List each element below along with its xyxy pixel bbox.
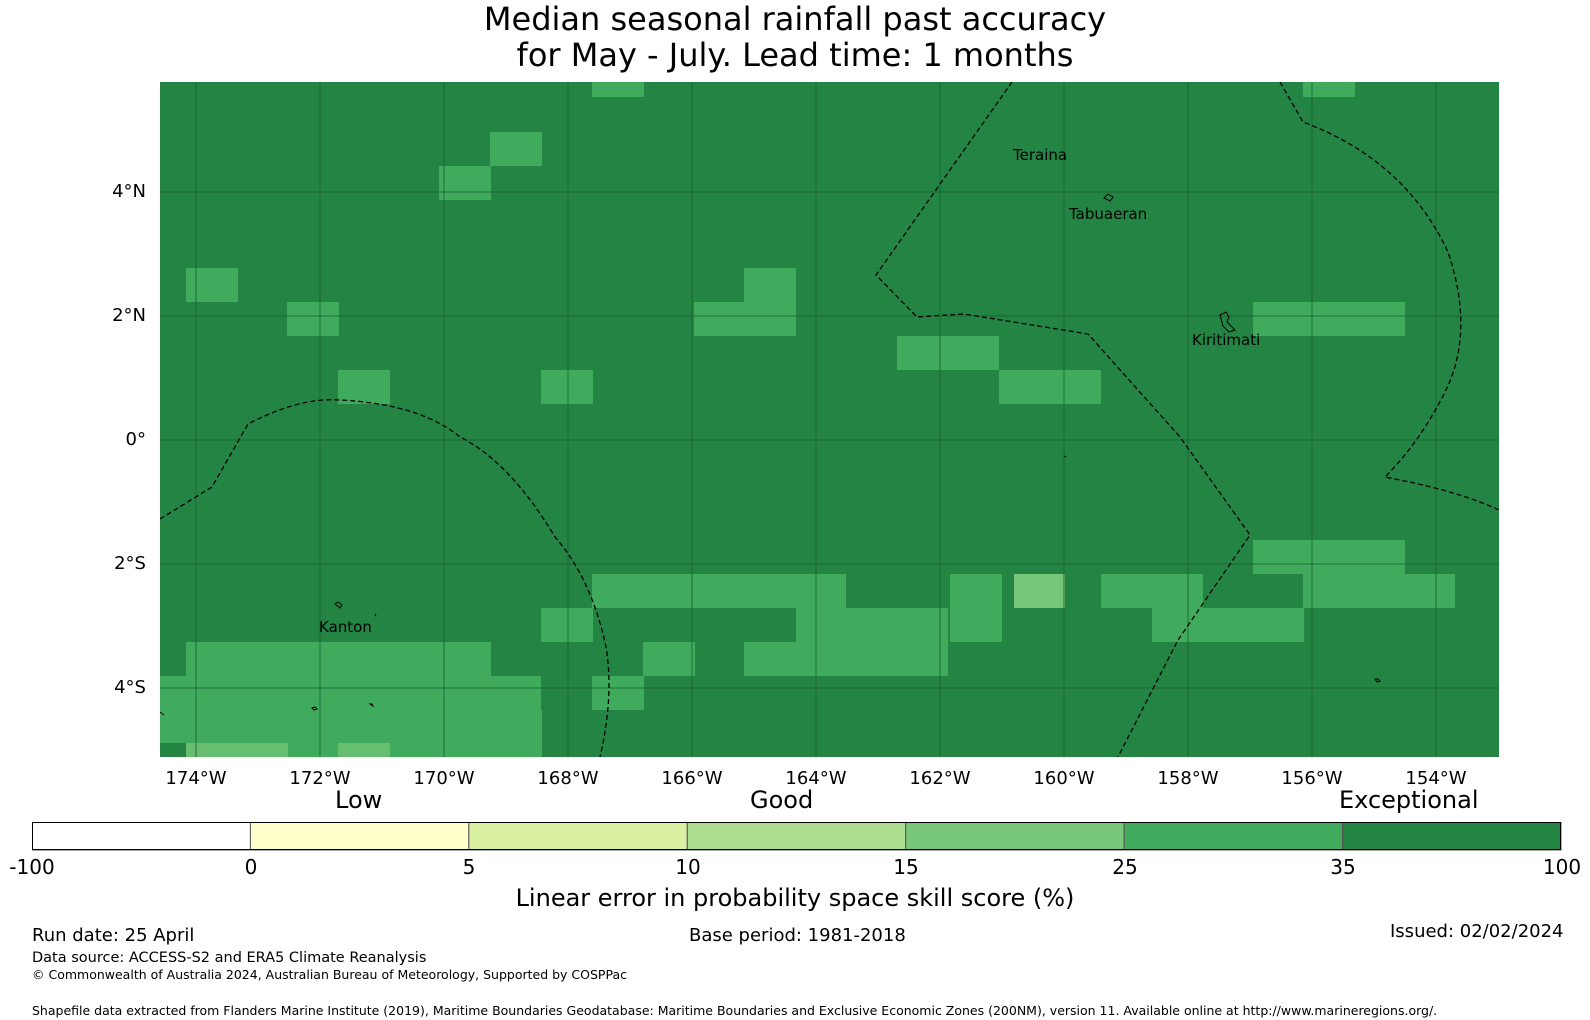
- map-title-line2: for May - July. Lead time: 1 months: [516, 36, 1074, 74]
- colorbar-segment: [905, 822, 1125, 851]
- map-gridlines: [160, 82, 1499, 757]
- legend-category-exceptional: Exceptional: [1339, 786, 1479, 814]
- skill-patch: [541, 608, 593, 642]
- skill-patch: [160, 710, 186, 743]
- colorbar-tick-label: 5: [462, 855, 476, 879]
- skill-patch: [744, 642, 948, 676]
- island-outlines: [160, 193, 1381, 716]
- lon-tick-label: 154°W: [1405, 768, 1467, 789]
- lat-tick-label: 2°S: [114, 553, 146, 574]
- colorbar-tick-label: 35: [1330, 855, 1356, 879]
- legend-category-low: Low: [335, 786, 383, 814]
- lon-tick-label: 160°W: [1033, 768, 1095, 789]
- colorbar-tick-label: -100: [9, 855, 55, 879]
- skill-patch: [439, 166, 491, 200]
- skill-patch: [999, 370, 1101, 404]
- colorbar-segment: [468, 822, 688, 851]
- skill-patch: [541, 370, 593, 404]
- lon-tick-label: 164°W: [785, 768, 847, 789]
- skill-patch: [1101, 574, 1203, 608]
- skill-patch: [287, 302, 339, 336]
- eez-boundaries: [160, 82, 1499, 757]
- lon-tick-label: 156°W: [1281, 768, 1343, 789]
- lon-tick-label: 158°W: [1157, 768, 1219, 789]
- skill-patch: [1303, 82, 1355, 97]
- skill-score-map: [160, 82, 1499, 757]
- lat-tick-label: 4°N: [112, 181, 146, 202]
- skill-patch: [338, 370, 390, 404]
- colorbar-tick-label: 10: [675, 855, 701, 879]
- lon-tick-label: 166°W: [661, 768, 723, 789]
- skill-patch: [1253, 302, 1405, 336]
- lat-tick-label: 0°: [125, 429, 146, 450]
- skill-patch: [592, 574, 846, 608]
- skill-patch: [694, 302, 796, 336]
- skill-patch: [643, 642, 695, 676]
- shapefile-credit: Shapefile data extracted from Flanders M…: [32, 1003, 1438, 1018]
- skill-patch: [1253, 540, 1405, 574]
- legend-category-good: Good: [750, 786, 814, 814]
- lon-tick-label: 170°W: [413, 768, 475, 789]
- place-label-kanton: Kanton: [319, 618, 372, 636]
- colorbar-segment: [1123, 822, 1344, 851]
- place-label-teraina: Teraina: [1013, 146, 1068, 164]
- lon-tick-label: 172°W: [289, 768, 351, 789]
- place-label-tabuaeran: Tabuaeran: [1069, 205, 1148, 223]
- issued-date: Issued: 02/02/2024: [1390, 921, 1564, 942]
- copyright: © Commonwealth of Australia 2024, Austra…: [32, 967, 627, 982]
- colorbar: [32, 822, 1562, 851]
- colorbar-title: Linear error in probability space skill …: [515, 884, 1075, 912]
- skill-patches: [160, 82, 1455, 757]
- skill-patch: [592, 676, 644, 710]
- colorbar-tick-label: 0: [244, 855, 258, 879]
- colorbar-tick-label: 25: [1112, 855, 1138, 879]
- colorbar-segment: [1342, 822, 1562, 851]
- colorbar-segment: [32, 822, 251, 851]
- colorbar-segment: [249, 822, 470, 851]
- colorbar-tick-label: 100: [1542, 855, 1582, 879]
- skill-patch: [1152, 608, 1304, 642]
- skill-patch: [744, 268, 796, 302]
- skill-patch: [897, 336, 999, 370]
- skill-patch: [950, 574, 1002, 608]
- colorbar-tick-label: 15: [893, 855, 919, 879]
- lon-tick-label: 174°W: [165, 768, 227, 789]
- skill-patch: [796, 608, 948, 642]
- skill-patch-highlight: [1014, 574, 1065, 608]
- place-label-kiritimati: Kiritimati: [1192, 331, 1261, 349]
- lat-tick-label: 2°N: [112, 305, 146, 326]
- skill-patch: [186, 268, 238, 302]
- skill-patch: [592, 82, 644, 97]
- skill-patch: [160, 676, 541, 710]
- lat-tick-label: 4°S: [114, 677, 146, 698]
- skill-patch: [950, 608, 1002, 642]
- skill-patch: [186, 642, 491, 676]
- skill-patch-light: [338, 743, 390, 757]
- skill-patch-light: [186, 743, 288, 757]
- skill-patch: [490, 132, 542, 166]
- data-source: Data source: ACCESS-S2 and ERA5 Climate …: [32, 950, 427, 966]
- skill-patch: [1303, 574, 1455, 608]
- lon-tick-label: 162°W: [909, 768, 971, 789]
- lon-tick-label: 168°W: [537, 768, 599, 789]
- map-title-line1: Median seasonal rainfall past accuracy: [483, 0, 1107, 38]
- run-date: Run date: 25 April: [32, 925, 195, 946]
- base-period: Base period: 1981-2018: [689, 925, 906, 946]
- colorbar-segment: [686, 822, 907, 851]
